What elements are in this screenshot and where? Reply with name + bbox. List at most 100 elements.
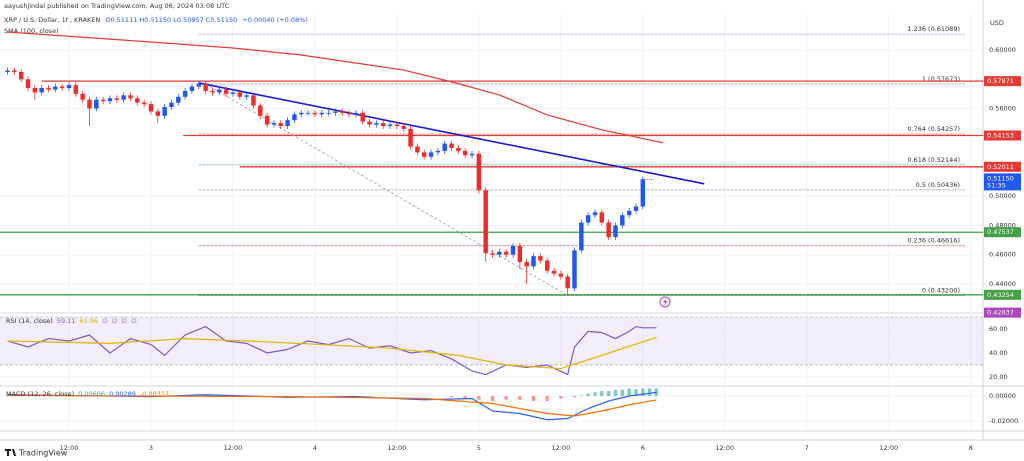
fib-label: 1 (0.57673)	[922, 75, 960, 83]
candle-body	[579, 222, 584, 251]
candle-body	[592, 212, 598, 216]
level-label-box	[984, 76, 1021, 87]
countdown-label: 51:35	[987, 181, 1006, 189]
candle-body	[59, 86, 65, 89]
candle-body	[517, 245, 523, 263]
legend-value: ∅	[131, 317, 137, 325]
candle-body	[469, 153, 475, 156]
y-tick-label: -0.02000	[989, 417, 1018, 425]
x-tick-label: 12:00	[60, 444, 79, 452]
candle-body	[640, 179, 646, 207]
candle-body	[176, 96, 181, 103]
candle-body	[381, 123, 386, 127]
histogram-bar	[490, 396, 495, 401]
candle-body	[230, 92, 236, 94]
level-label-box	[984, 289, 1021, 300]
candle-body	[442, 143, 447, 151]
candle-body	[483, 190, 488, 254]
series-line	[7, 391, 657, 421]
candle-body	[510, 245, 516, 255]
candle-body	[189, 86, 195, 91]
y-tick-label: 0.48000	[989, 221, 1016, 229]
level-label: 0.43254	[987, 291, 1014, 299]
candle-body	[340, 111, 345, 113]
candle-body	[135, 98, 140, 103]
legend-value: 0.00289	[109, 390, 136, 398]
candle-body	[278, 123, 283, 127]
brand: TradingView	[5, 449, 68, 458]
series-line	[7, 394, 657, 417]
histogram-bar	[593, 392, 597, 396]
candle-body	[394, 124, 400, 127]
candle-body	[524, 262, 529, 267]
candle-body	[435, 150, 441, 153]
candle-body	[613, 225, 618, 238]
histogram-bar	[559, 396, 563, 399]
current-price-box	[984, 173, 1021, 191]
candle-body	[476, 153, 482, 191]
candle-body	[264, 115, 270, 125]
histogram-bar	[463, 396, 467, 399]
candle-body	[141, 102, 147, 105]
y-tick-label: 20.00	[989, 373, 1008, 381]
candle-body	[360, 112, 365, 122]
candle-body	[285, 120, 290, 127]
candle-body	[551, 270, 557, 274]
x-tick-label: 6	[641, 444, 645, 452]
candle-body	[599, 212, 605, 223]
histogram-bar	[654, 388, 659, 396]
x-tick-label: 12:00	[388, 444, 407, 452]
rsi-band	[0, 316, 983, 365]
candle-body	[196, 83, 202, 87]
candle-body	[503, 251, 509, 255]
event-icon[interactable]	[659, 296, 671, 308]
x-tick-label: 12:00	[224, 444, 243, 452]
currency: USD	[990, 19, 1004, 27]
histogram-bar	[518, 396, 522, 400]
candle-body	[544, 260, 550, 271]
author-line: aayushjindal published on TradingView.co…	[4, 2, 230, 10]
x-tick-label: 4	[313, 444, 317, 452]
y-tick-label: 0.46000	[989, 251, 1016, 259]
candle-body	[531, 256, 536, 267]
histogram-bar	[600, 391, 604, 396]
series-line	[7, 325, 657, 376]
change: +0.00040 (+0.08%)	[242, 16, 308, 24]
histogram-bar	[531, 396, 536, 401]
candle-body	[87, 99, 92, 109]
candle-body	[100, 99, 106, 102]
histogram-bar	[641, 388, 645, 396]
candle-body	[449, 143, 454, 148]
legend-value: 61.96	[79, 317, 98, 325]
y-tick-label: 0.00000	[989, 392, 1016, 400]
indicator-legend: MACD (12, 26, close) 0.00606 0.00289 -0.003…	[6, 390, 169, 398]
histogram-bar	[586, 393, 590, 396]
x-tick-label: 12:00	[551, 444, 570, 452]
level-label: 0.42037	[987, 309, 1014, 317]
histogram-bar	[449, 396, 454, 398]
candle-body	[203, 83, 208, 91]
histogram-bar	[647, 388, 652, 396]
candle-body	[326, 112, 331, 114]
candle-body	[53, 86, 58, 90]
candle-body	[367, 121, 372, 125]
candle-body	[128, 95, 133, 99]
candle-body	[258, 105, 263, 116]
candle-body	[305, 112, 311, 114]
y-tick-label: 0.44000	[989, 280, 1016, 288]
x-tick-label: 12:00	[715, 444, 734, 452]
fib-label: 1.236 (0.61089)	[907, 25, 960, 33]
candle-body	[421, 152, 427, 157]
candle-body	[182, 90, 188, 97]
candle-body	[18, 71, 24, 80]
candle-body	[223, 89, 229, 94]
indicator-title: MACD (12, 26, close)	[6, 390, 74, 398]
trendline	[198, 82, 705, 185]
fib-label: 0 (0.43200)	[922, 287, 960, 295]
legend-value: 0.00606	[78, 390, 105, 398]
candle-body	[39, 88, 44, 93]
candle-body	[312, 112, 318, 115]
candle-body	[107, 98, 113, 102]
level-label-box	[984, 130, 1021, 141]
